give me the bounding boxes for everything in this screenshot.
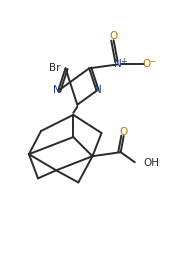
Text: O: O (143, 59, 151, 69)
Text: O: O (110, 31, 118, 41)
Text: OH: OH (143, 158, 159, 168)
Text: −: − (149, 58, 156, 67)
Text: +: + (121, 57, 127, 66)
Text: N: N (114, 59, 121, 69)
Text: O: O (120, 127, 128, 137)
Text: N: N (94, 85, 102, 95)
Text: N: N (53, 85, 61, 95)
Text: Br: Br (49, 63, 60, 73)
